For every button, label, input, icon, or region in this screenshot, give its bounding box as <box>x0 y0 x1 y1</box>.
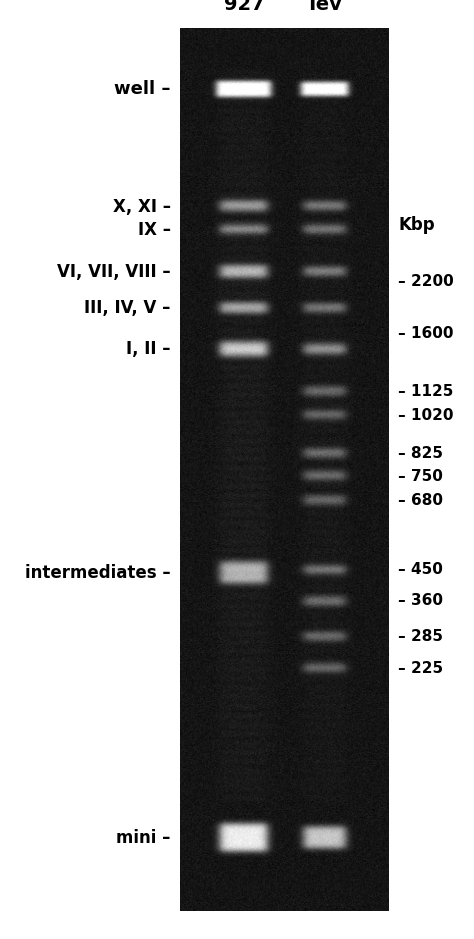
Text: Tev: Tev <box>306 0 343 14</box>
Text: – 285: – 285 <box>398 629 443 644</box>
Text: well –: well – <box>114 80 171 99</box>
Text: IX –: IX – <box>137 221 171 239</box>
Text: X, XI –: X, XI – <box>113 197 171 216</box>
Text: intermediates –: intermediates – <box>25 563 171 582</box>
Text: – 1020: – 1020 <box>398 408 454 423</box>
Text: – 1125: – 1125 <box>398 384 454 399</box>
Text: – 750: – 750 <box>398 469 443 484</box>
Text: – 450: – 450 <box>398 562 443 577</box>
Text: Kbp: Kbp <box>398 216 435 235</box>
Text: – 1600: – 1600 <box>398 326 454 341</box>
Text: – 2200: – 2200 <box>398 274 454 289</box>
Text: VI, VII, VIII –: VI, VII, VIII – <box>57 263 171 282</box>
Text: – 360: – 360 <box>398 593 443 608</box>
Text: 927: 927 <box>224 0 264 14</box>
Bar <box>180 28 389 911</box>
Text: III, IV, V –: III, IV, V – <box>84 299 171 317</box>
Text: – 680: – 680 <box>398 493 443 508</box>
Text: – 825: – 825 <box>398 446 443 461</box>
Text: I, II –: I, II – <box>126 340 171 359</box>
Text: mini –: mini – <box>116 828 171 847</box>
Text: – 225: – 225 <box>398 661 443 676</box>
